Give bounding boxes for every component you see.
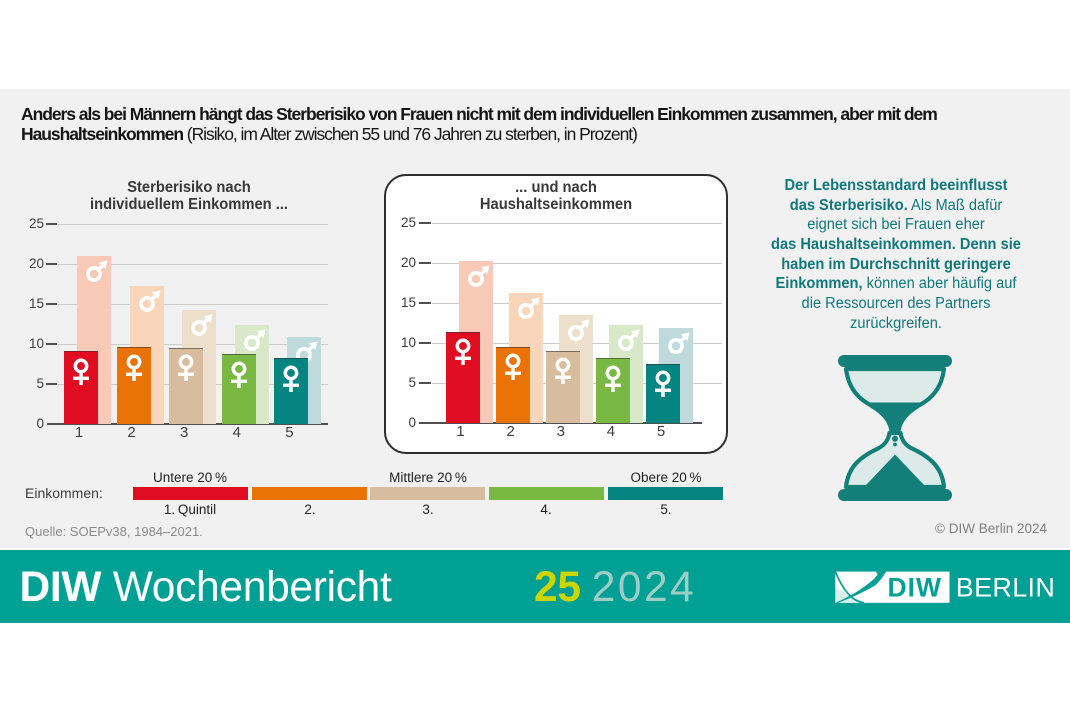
svg-text:BERLIN: BERLIN [956, 573, 1055, 603]
svg-text:DIW: DIW [888, 572, 943, 602]
